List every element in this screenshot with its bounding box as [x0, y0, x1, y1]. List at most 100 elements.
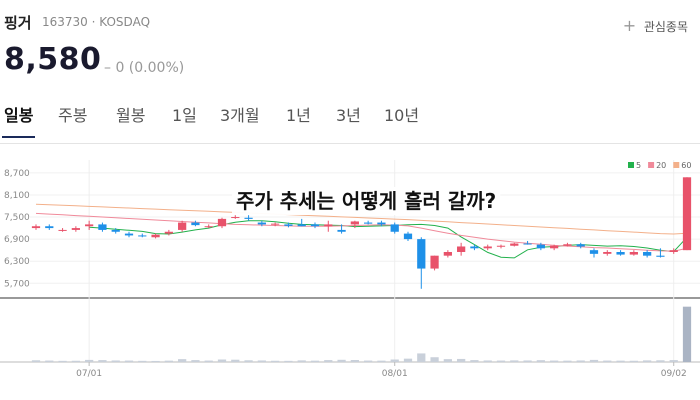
volume-bar — [178, 359, 187, 362]
volume-bar — [536, 360, 545, 362]
candle-body — [536, 244, 545, 249]
y-tick-label: 8,700 — [4, 169, 30, 179]
period-tab[interactable]: 월봉 — [116, 106, 146, 125]
candle-body — [204, 226, 213, 228]
volume-bar — [510, 360, 519, 362]
volume-bar — [164, 360, 173, 362]
candle-body — [417, 239, 426, 269]
y-tick-label: 6,900 — [4, 235, 30, 245]
candle-body — [483, 246, 492, 249]
candle-body — [563, 244, 572, 246]
volume-bar — [443, 359, 452, 362]
candle-body — [589, 250, 599, 254]
candle-body — [151, 234, 160, 238]
candle-body — [390, 224, 399, 232]
candle-body — [629, 252, 638, 255]
candle-body — [377, 222, 386, 225]
candle-body — [510, 243, 519, 246]
ma-line — [35, 203, 688, 235]
candle-body — [310, 224, 320, 227]
volume-bar — [271, 360, 280, 362]
candle-body — [98, 224, 107, 230]
volume-bar — [98, 360, 107, 362]
watch-button[interactable]: + 관심종목 — [622, 16, 688, 35]
volume-bar — [669, 360, 678, 362]
candle-body — [257, 222, 266, 225]
volume-bar — [457, 358, 466, 362]
volume-bar — [138, 360, 147, 362]
candle-body — [31, 226, 41, 229]
period-tab[interactable]: 1년 — [286, 106, 311, 125]
stock-name: 핑거 — [4, 14, 32, 32]
candle-body — [271, 223, 280, 225]
change-value: 0 (0.00%) — [115, 60, 185, 76]
volume-bar — [124, 360, 134, 362]
candle-body — [85, 224, 94, 227]
candle-body — [403, 233, 413, 240]
legend-label: 5 — [636, 161, 641, 170]
candle-body — [231, 217, 240, 219]
volume-bar — [403, 358, 413, 362]
ma-line — [89, 220, 688, 259]
candle-body — [244, 217, 253, 219]
volume-bar — [576, 360, 585, 362]
candle-body — [470, 246, 479, 249]
tab-divider — [0, 143, 700, 144]
volume-bar — [31, 360, 41, 362]
volume-bar — [244, 360, 253, 362]
legend-swatch — [673, 162, 680, 168]
watch-label: 관심종목 — [643, 20, 688, 34]
candle-body — [350, 221, 359, 225]
volume-bar — [324, 360, 333, 362]
legend-swatch — [628, 162, 634, 168]
volume-bar — [85, 359, 94, 362]
volume-bar — [682, 306, 692, 362]
annotation: 주가 추세는 어떻게 흘러 갈까? — [236, 189, 496, 213]
candle-body — [603, 252, 612, 254]
volume-bar — [550, 360, 559, 362]
period-tab[interactable]: 주봉 — [58, 106, 88, 125]
legend-swatch — [648, 162, 655, 168]
volume-bar — [231, 359, 240, 362]
period-tab[interactable]: 3년 — [336, 106, 361, 125]
candle-body — [297, 224, 306, 227]
x-tick-label: 07/01 — [76, 369, 102, 379]
volume-bar — [350, 359, 359, 362]
volume-bar — [217, 359, 227, 362]
volume-bar — [284, 360, 293, 362]
candle-body — [124, 233, 134, 236]
volume-bar — [417, 353, 426, 362]
period-tab[interactable]: 1일 — [172, 106, 197, 125]
candle-body — [669, 250, 678, 252]
volume-bar — [563, 360, 572, 362]
candle-body — [138, 235, 147, 237]
y-tick-label: 5,700 — [4, 279, 30, 289]
candle-body — [523, 243, 532, 245]
period-tab[interactable]: 10년 — [384, 106, 420, 125]
candle-body — [337, 229, 346, 232]
volume-bar — [629, 360, 638, 362]
volume-bar — [589, 359, 599, 362]
legend-label: 60 — [681, 161, 691, 170]
volume-bar — [204, 360, 213, 362]
y-tick-label: 6,300 — [4, 257, 30, 267]
candle-body — [324, 224, 333, 227]
candle-body — [164, 231, 173, 234]
volume-bar — [470, 360, 479, 362]
candle-body — [284, 224, 293, 226]
volume-bar — [337, 359, 346, 362]
volume-bar — [58, 360, 67, 362]
candle-body — [496, 245, 506, 247]
candle-body — [178, 222, 187, 230]
volume-bar — [45, 360, 54, 362]
candle-body — [443, 252, 452, 256]
volume-bar — [523, 360, 532, 362]
y-tick-label: 8,100 — [4, 191, 30, 201]
period-tab[interactable]: 일봉 — [2, 102, 36, 138]
candle-body — [682, 177, 692, 251]
period-tab[interactable]: 3개월 — [220, 106, 260, 125]
candle-body — [576, 244, 585, 247]
candle-body — [457, 246, 466, 252]
